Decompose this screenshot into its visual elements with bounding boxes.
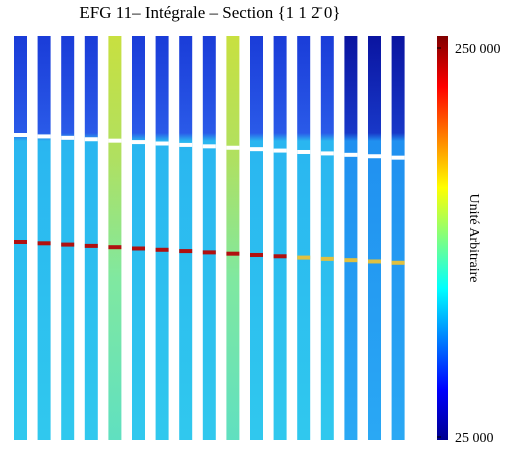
crack <box>391 155 405 160</box>
crack <box>155 141 169 146</box>
hot-line <box>84 243 98 248</box>
sample-stripe <box>320 36 334 440</box>
hot-line <box>202 250 216 255</box>
colorbar-label: Unité Arbitraire <box>466 193 481 282</box>
sample-stripe <box>202 36 216 440</box>
hot-line <box>14 240 27 244</box>
hot-line <box>226 251 240 256</box>
crack <box>273 148 287 153</box>
crack <box>37 134 51 139</box>
hot-line <box>320 256 334 261</box>
sample-stripe <box>14 36 27 440</box>
sample-stripe <box>250 36 263 440</box>
heatmap-image <box>14 36 405 440</box>
sample-stripe <box>273 36 287 440</box>
crack <box>368 154 381 159</box>
sample-stripe <box>297 36 311 440</box>
crack <box>320 151 334 156</box>
crack <box>202 144 216 149</box>
crack <box>14 133 27 137</box>
sample-stripe <box>226 36 240 440</box>
hot-line <box>273 254 287 259</box>
hot-line <box>297 255 311 260</box>
crack <box>61 135 75 140</box>
colorbar-tick-label: 250 000 <box>455 42 501 57</box>
crack <box>108 138 122 143</box>
crack <box>84 137 98 142</box>
sample-stripe <box>155 36 169 440</box>
hot-line <box>108 245 122 250</box>
hot-line <box>391 260 405 265</box>
sample-stripe <box>344 36 358 440</box>
hot-line <box>344 258 358 263</box>
sample-stripe <box>108 36 122 440</box>
crack <box>132 140 145 145</box>
sample-stripe <box>37 36 51 440</box>
colorbar <box>437 36 448 440</box>
hot-line <box>37 241 51 246</box>
chart-title: EFG 11– Intégrale – Section {1 1 2̄ 0} <box>79 3 340 22</box>
hot-line <box>132 246 145 251</box>
crack <box>179 142 193 147</box>
crack <box>344 152 358 157</box>
sample-stripe <box>132 36 145 440</box>
sample-stripe <box>84 36 98 440</box>
hot-line <box>250 252 263 257</box>
colorbar-tick-label: 25 000 <box>455 431 494 446</box>
crack <box>250 147 263 152</box>
hot-line <box>368 259 381 264</box>
crack <box>297 149 311 154</box>
hot-line <box>61 242 75 247</box>
crack <box>226 145 240 150</box>
sample-stripe <box>368 36 381 440</box>
sample-stripe <box>179 36 193 440</box>
sample-stripe <box>61 36 75 440</box>
sample-stripe <box>391 36 405 440</box>
hot-line <box>179 249 193 254</box>
hot-line <box>155 247 169 252</box>
